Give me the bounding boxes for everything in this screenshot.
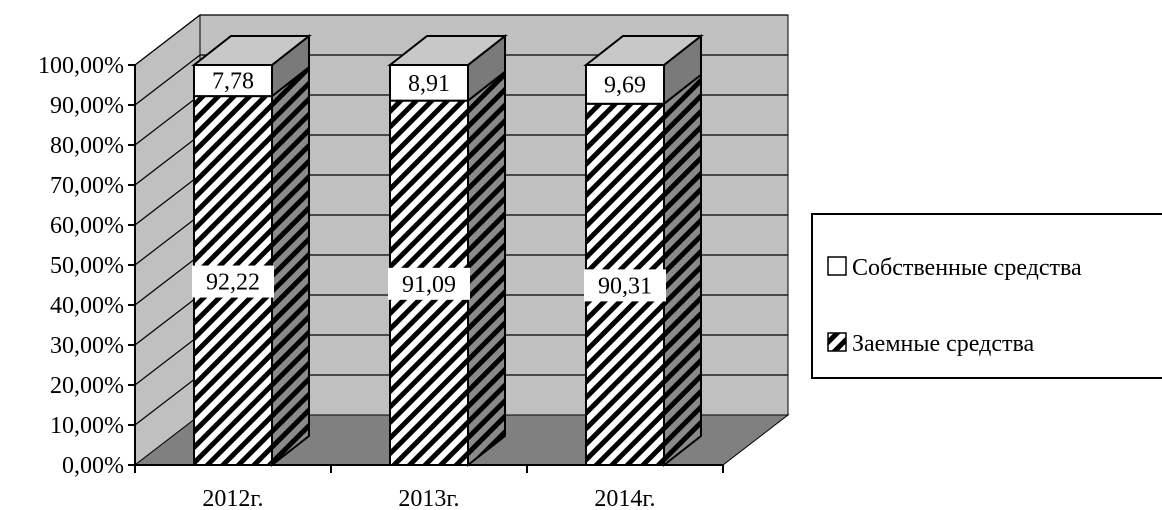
bar-side-borrowed-funds bbox=[663, 72, 702, 468]
x-category-label: 2012г. bbox=[202, 486, 263, 510]
bar-own-funds bbox=[585, 64, 665, 105]
legend: Собственные средства Заемные средства bbox=[811, 213, 1162, 379]
gridline-side bbox=[134, 94, 201, 146]
bar-top-cap bbox=[583, 35, 704, 66]
bars: 7,78 92,22 8,91 91,09 9,69 90,31 bbox=[191, 33, 704, 468]
gridline-side bbox=[134, 254, 201, 306]
data-label-bg bbox=[584, 269, 666, 302]
legend-swatch-borrowed-funds bbox=[827, 332, 847, 352]
y-tick-label: 70,00% bbox=[50, 173, 124, 199]
data-label-borrowed-funds: 90,31 bbox=[598, 273, 652, 299]
bar-stack-2013г.: 8,91 91,09 bbox=[387, 33, 508, 468]
y-tick-label: 60,00% bbox=[50, 213, 124, 239]
gridline-side bbox=[134, 14, 201, 66]
bar-stack-2014г.: 9,69 90,31 bbox=[583, 33, 704, 468]
legend-item-borrowed-funds: Заемные средства bbox=[827, 331, 1034, 357]
x-category-label: 2014г. bbox=[594, 486, 655, 510]
gridline-side bbox=[134, 54, 201, 106]
x-category-label: 2013г. bbox=[398, 486, 459, 510]
y-tick-label: 90,00% bbox=[50, 93, 124, 119]
bar-own-funds bbox=[193, 64, 273, 98]
legend-item-own-funds: Собственные средства bbox=[827, 255, 1082, 281]
bar-stack-2012г.: 7,78 92,22 bbox=[191, 33, 312, 468]
data-label-own-funds: 8,91 bbox=[408, 71, 450, 97]
data-label-own-funds: 7,78 bbox=[212, 69, 254, 95]
gridline-side bbox=[134, 294, 201, 346]
y-tick-label: 20,00% bbox=[50, 373, 124, 399]
legend-box bbox=[811, 213, 1162, 379]
data-label-bg bbox=[192, 265, 274, 298]
bar-top-cap bbox=[191, 35, 312, 66]
y-axis-tick-labels: 0,00% 10,00% 20,00% 30,00% 40,00% 50,00% 60,00… bbox=[38, 53, 124, 479]
legend-swatch-own-funds bbox=[827, 256, 847, 276]
gridline-side bbox=[134, 334, 201, 386]
y-tick-label: 50,00% bbox=[50, 253, 124, 279]
legend-label-own-funds: Собственные средства bbox=[852, 255, 1082, 281]
legend-label-borrowed-funds: Заемные средства bbox=[852, 331, 1034, 357]
bar-top-cap bbox=[387, 35, 508, 66]
data-label-bg bbox=[388, 267, 470, 300]
bar-own-funds bbox=[389, 64, 469, 102]
data-label-own-funds: 9,69 bbox=[604, 72, 646, 98]
gridline-side bbox=[134, 374, 201, 426]
gridline-side bbox=[134, 214, 201, 266]
y-tick-label: 30,00% bbox=[50, 333, 124, 359]
data-label-borrowed-funds: 91,09 bbox=[402, 272, 456, 298]
y-tick-label: 100,00% bbox=[38, 53, 124, 79]
bar-side-borrowed-funds bbox=[271, 65, 310, 468]
gridline-side bbox=[134, 174, 201, 226]
x-axis-category-labels: 2012г. 2013г. 2014г. bbox=[202, 486, 655, 510]
y-tick-label: 80,00% bbox=[50, 133, 124, 159]
y-tick-label: 40,00% bbox=[50, 293, 124, 319]
data-label-borrowed-funds: 92,22 bbox=[206, 270, 260, 296]
y-tick-label: 0,00% bbox=[62, 453, 124, 479]
bar-side-borrowed-funds bbox=[467, 69, 506, 468]
y-tick-label: 10,00% bbox=[50, 413, 124, 439]
gridline-side bbox=[134, 134, 201, 186]
